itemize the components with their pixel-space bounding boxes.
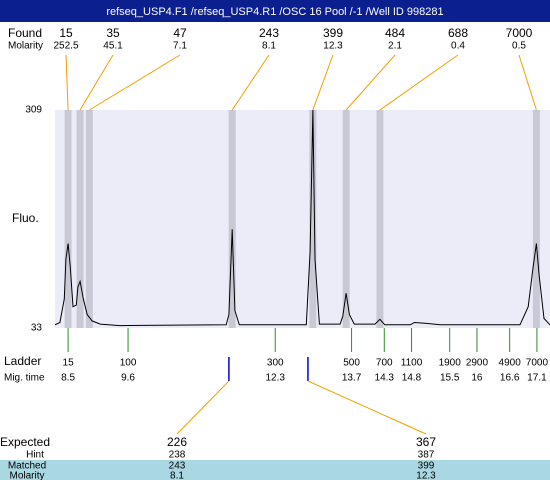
connector <box>79 54 114 111</box>
found-molarity: 12.3 <box>323 41 343 52</box>
peak-band <box>342 110 350 328</box>
y-tick-label: 33 <box>31 323 43 334</box>
found-molarity: 45.1 <box>103 41 123 52</box>
ladder-size: 4900 <box>499 358 522 369</box>
expected-matched: 243 <box>169 461 186 472</box>
matched-band <box>0 460 550 480</box>
connector <box>65 54 69 111</box>
peak-band <box>64 110 72 328</box>
connector <box>345 54 396 111</box>
y-tick-label: 309 <box>25 105 42 116</box>
ladder-size: 1900 <box>439 358 462 369</box>
trace <box>54 109 550 327</box>
connector <box>518 54 537 111</box>
found-molarity: 7.1 <box>173 41 187 52</box>
connector <box>312 54 334 111</box>
peak-band <box>76 110 84 328</box>
ladder-time: 14.3 <box>375 373 395 384</box>
ladder-size: 7000 <box>526 358 549 369</box>
peak-band <box>228 110 236 328</box>
found-molarity: 0.4 <box>451 41 465 52</box>
found-molarity: 0.5 <box>512 41 526 52</box>
expected-molarity: 12.3 <box>416 471 436 480</box>
ladder-time: 14.8 <box>402 373 422 384</box>
found-molarity: 252.5 <box>53 41 78 52</box>
title-bar <box>0 0 550 22</box>
connector <box>89 54 181 111</box>
connector <box>231 54 270 111</box>
peak-band <box>532 110 540 328</box>
ladder-time: 17.1 <box>527 373 547 384</box>
peak-band <box>376 110 384 328</box>
ladder-size: 100 <box>120 358 137 369</box>
found-size: 47 <box>173 26 187 40</box>
ladder-label: Ladder <box>4 354 41 368</box>
ladder-time: 16.6 <box>500 373 520 384</box>
expected-row-label: Matched <box>8 461 46 472</box>
ladder-time: 12.3 <box>266 373 286 384</box>
ladder-size: 15 <box>63 358 75 369</box>
found-molarity: 8.1 <box>262 41 276 52</box>
found-size: 35 <box>106 26 120 40</box>
expected-expected: 367 <box>416 435 436 449</box>
found-label: Found <box>8 26 42 40</box>
found-size: 15 <box>59 26 73 40</box>
ladder-time: 8.5 <box>61 373 75 384</box>
expected-hint: 238 <box>169 450 186 461</box>
molarity-label: Molarity <box>8 41 43 52</box>
mig-time-label: Mig. time <box>4 373 45 384</box>
expected-molarity: 8.1 <box>170 471 184 480</box>
connector <box>307 380 427 435</box>
ladder-size: 700 <box>376 358 393 369</box>
ladder-time: 16 <box>471 373 483 384</box>
found-size: 7000 <box>506 26 533 40</box>
chart-title: refseq_USP4.F1 /refseq_USP4.R1 /OSC 16 P… <box>106 6 443 18</box>
ladder-time: 9.6 <box>121 373 135 384</box>
connector <box>379 54 459 111</box>
found-size: 243 <box>259 26 279 40</box>
y-axis-label: Fluo. <box>12 211 39 225</box>
peak-band <box>85 110 93 328</box>
found-molarity: 2.1 <box>388 41 402 52</box>
expected-matched: 399 <box>418 461 435 472</box>
expected-row-label: Hint <box>26 450 44 461</box>
ladder-time: 13.7 <box>342 373 362 384</box>
expected-row-label: Expected <box>0 435 50 449</box>
found-size: 484 <box>385 26 405 40</box>
ladder-size: 300 <box>267 358 284 369</box>
ladder-size: 2900 <box>466 358 489 369</box>
ladder-time: 15.5 <box>440 373 460 384</box>
peak-band <box>309 110 317 328</box>
ladder-size: 500 <box>343 358 360 369</box>
ladder-size: 1100 <box>401 358 423 369</box>
connector <box>176 380 230 435</box>
expected-row-label: Molarity <box>9 471 44 480</box>
plot-area <box>55 110 550 328</box>
expected-expected: 226 <box>167 435 187 449</box>
found-size: 399 <box>323 26 343 40</box>
found-size: 688 <box>448 26 468 40</box>
expected-hint: 387 <box>418 450 435 461</box>
